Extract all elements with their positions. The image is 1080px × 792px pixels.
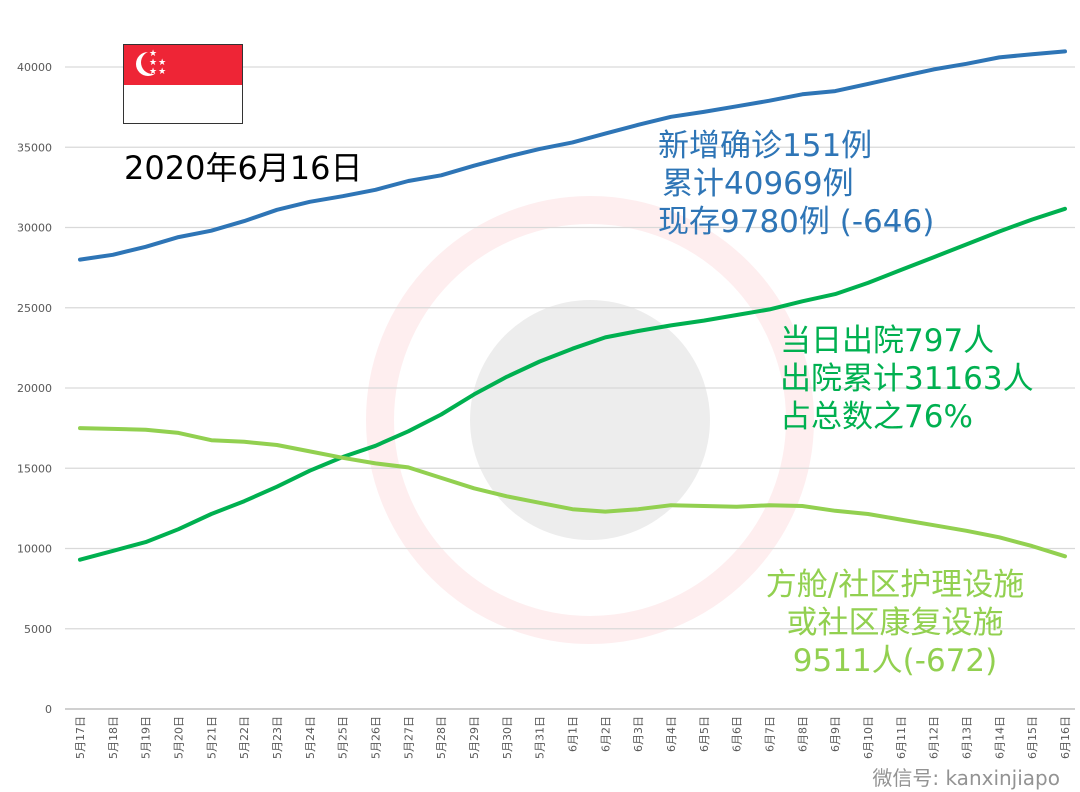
x-tick-label: 6月12日	[928, 716, 941, 759]
discharged-series-line	[78, 206, 1067, 562]
x-tick-label: 6月14日	[993, 716, 1006, 759]
y-tick-label: 35000	[17, 141, 52, 154]
daily-discharged-label: 当日出院797人	[780, 323, 995, 359]
x-tick-label: 6月4日	[665, 716, 678, 752]
x-tick-label: 6月16日	[1059, 716, 1072, 759]
x-tick-label: 5月28日	[435, 716, 448, 759]
y-tick-label: 0	[45, 703, 52, 716]
report-date: 2020年6月16日	[124, 149, 363, 187]
community-series-line	[78, 426, 1067, 559]
total-confirmed-label: 累计40969例	[662, 166, 854, 202]
watermark-logo-center-icon	[470, 300, 710, 540]
y-tick-label: 10000	[17, 543, 52, 556]
singapore-flag-icon: ★ ★★ ★★	[123, 44, 243, 124]
x-tick-label: 5月19日	[140, 716, 153, 759]
y-tick-label: 20000	[17, 382, 52, 395]
community-recovery-label: 或社区康复设施	[786, 605, 1004, 641]
community-count-label: 9511人(-672)	[792, 643, 998, 679]
total-discharged-label: 出院累计31163人	[780, 361, 1034, 397]
x-tick-label: 5月23日	[271, 716, 284, 759]
y-tick-label: 25000	[17, 302, 52, 315]
x-tick-label: 5月24日	[304, 716, 317, 759]
x-tick-label: 5月27日	[402, 716, 415, 759]
x-tick-label: 6月7日	[764, 716, 777, 752]
x-tick-label: 6月15日	[1026, 716, 1039, 759]
x-tick-label: 6月1日	[567, 716, 580, 752]
y-tick-label: 40000	[17, 61, 52, 74]
new-confirmed-label: 新增确诊151例	[658, 128, 873, 164]
x-tick-label: 6月5日	[698, 716, 711, 752]
discharged-share-label: 占总数之76%	[780, 399, 973, 435]
discharged-annotation: 当日出院797人 出院累计31163人 占总数之76%	[780, 322, 1034, 436]
x-tick-label: 5月25日	[337, 716, 350, 759]
y-tick-label: 15000	[17, 462, 52, 475]
x-tick-label: 5月29日	[468, 716, 481, 759]
x-tick-label: 5月22日	[238, 716, 251, 759]
active-cases-label: 现存9780例 (-646)	[658, 204, 935, 240]
community-annotation: 方舱/社区护理设施 或社区康复设施 9511人(-672)	[740, 566, 1050, 680]
x-tick-label: 5月31日	[534, 716, 547, 759]
community-facility-label: 方舱/社区护理设施	[765, 567, 1025, 603]
confirmed-series-line	[78, 49, 1067, 262]
x-tick-label: 6月9日	[829, 716, 842, 752]
x-tick-label: 5月20日	[173, 716, 186, 759]
x-tick-label: 5月17日	[74, 716, 87, 759]
wechat-watermark: 微信号: kanxinjiapo	[872, 766, 1060, 790]
watermark-logo-icon	[366, 196, 814, 644]
x-tick-label: 5月18日	[107, 716, 120, 759]
x-tick-label: 6月13日	[961, 716, 974, 759]
x-tick-label: 6月11日	[895, 716, 908, 759]
x-tick-label: 5月26日	[370, 716, 383, 759]
x-tick-label: 6月8日	[796, 716, 809, 752]
x-tick-label: 6月10日	[862, 716, 875, 759]
y-tick-label: 30000	[17, 222, 52, 235]
x-tick-label: 6月3日	[632, 716, 645, 752]
x-tick-label: 6月2日	[599, 716, 612, 752]
y-tick-label: 5000	[24, 623, 52, 636]
x-tick-label: 5月30日	[501, 716, 514, 759]
x-tick-label: 5月21日	[205, 716, 218, 759]
confirmed-annotation: 新增确诊151例 累计40969例 现存9780例 (-646)	[658, 127, 934, 241]
x-tick-label: 6月6日	[731, 716, 744, 752]
